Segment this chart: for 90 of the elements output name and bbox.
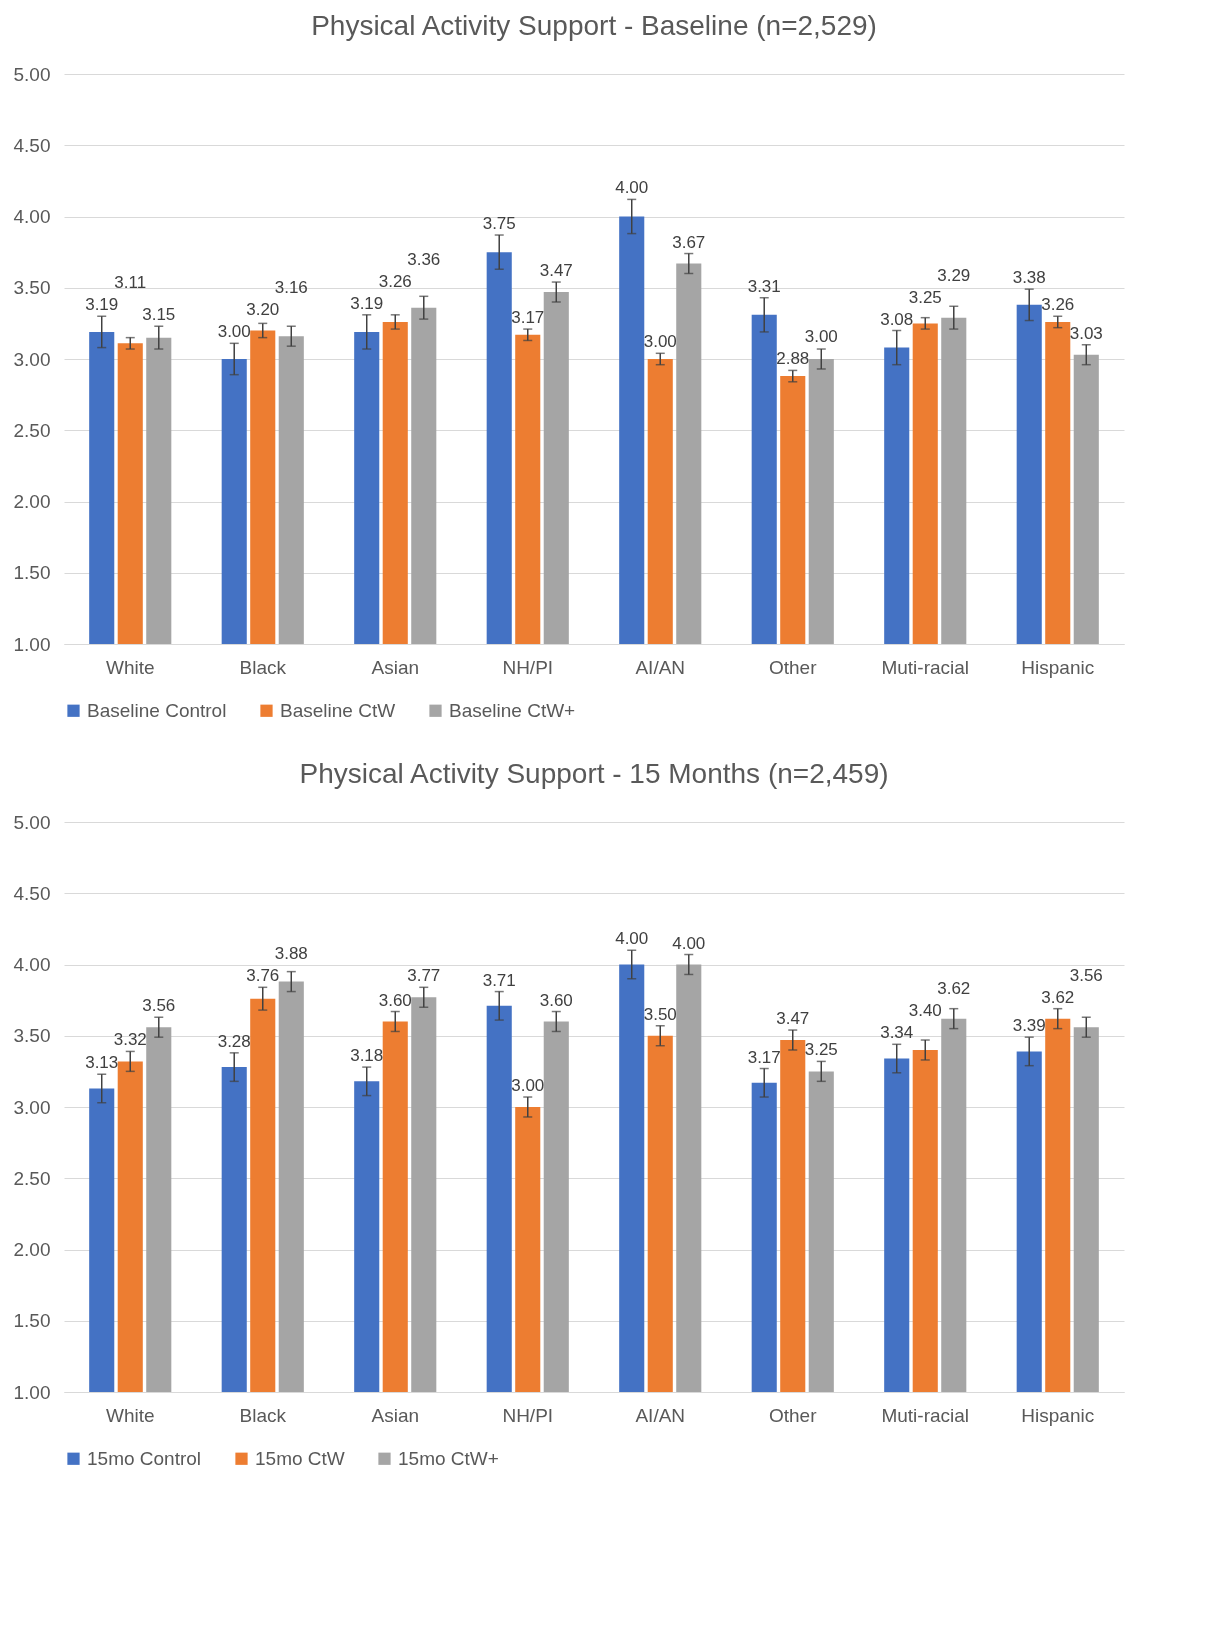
y-tick-label: 1.00 [13, 1381, 51, 1403]
data-label: 3.67 [672, 232, 706, 252]
data-label: 4.00 [672, 933, 706, 953]
data-label: 3.88 [274, 944, 308, 964]
data-label: 4.00 [615, 178, 649, 198]
data-label: 3.00 [804, 327, 838, 347]
data-label: 3.13 [85, 1053, 119, 1073]
data-label: 3.60 [539, 990, 573, 1010]
data-label: 3.62 [937, 979, 971, 999]
x-tick-label: NH/PI [502, 1404, 554, 1426]
data-label: 3.08 [880, 309, 914, 329]
data-label: 3.40 [908, 1001, 942, 1021]
x-tick-label: Asian [371, 656, 420, 678]
x-tick-label: AI/AN [635, 656, 686, 678]
legend-label: Baseline CtW [280, 699, 396, 721]
data-label: 3.71 [482, 970, 516, 990]
data-label: 3.62 [1041, 987, 1075, 1007]
y-tick-label: 2.50 [13, 419, 51, 441]
x-tick-label: Asian [371, 1404, 420, 1426]
data-label: 3.17 [747, 1047, 781, 1067]
data-label: 4.00 [615, 929, 649, 949]
data-label: 3.25 [804, 1040, 838, 1060]
data-label: 3.76 [246, 966, 280, 986]
legend-label: 15mo Control [87, 1447, 202, 1469]
y-tick-label: 1.50 [13, 1310, 51, 1332]
data-label: 3.16 [274, 278, 308, 298]
y-tick-label: 4.50 [13, 134, 51, 156]
data-label: 3.03 [1069, 323, 1103, 343]
y-tick-label: 3.50 [13, 1025, 51, 1047]
data-label: 3.15 [142, 305, 176, 325]
y-tick-label: 2.00 [13, 1239, 51, 1260]
legend-label: 15mo CtW+ [398, 1447, 499, 1469]
data-label: 3.36 [407, 249, 441, 269]
data-label: 3.29 [937, 265, 971, 285]
x-tick-label: Hispanic [1021, 656, 1095, 678]
x-tick-label: Hispanic [1021, 1404, 1095, 1426]
chart-title: Physical Activity Support - Baseline (n=2,529) [311, 10, 877, 41]
x-tick-label: Black [239, 656, 287, 678]
chart-title: Physical Activity Support - 15 Months (n=2,459) [299, 758, 889, 789]
data-label: 3.00 [511, 1076, 545, 1096]
data-label: 3.60 [378, 990, 412, 1010]
y-tick-label: 5.00 [13, 811, 51, 833]
data-label: 3.00 [643, 332, 677, 352]
x-tick-label: Black [239, 1404, 287, 1426]
data-label: 3.19 [85, 295, 119, 315]
y-tick-label: 2.00 [13, 491, 51, 512]
data-label: 3.31 [747, 276, 781, 296]
data-label: 3.77 [407, 966, 441, 986]
data-label: 3.47 [776, 1009, 810, 1029]
data-label: 3.32 [113, 1030, 147, 1050]
legend-label: 15mo CtW [255, 1447, 345, 1469]
data-label: 3.50 [643, 1004, 677, 1024]
data-label: 3.18 [350, 1046, 384, 1066]
y-tick-label: 3.00 [13, 348, 51, 370]
x-tick-label: NH/PI [502, 656, 554, 678]
data-label: 2.88 [776, 349, 810, 369]
data-label: 3.00 [217, 322, 251, 342]
data-label: 3.38 [1012, 268, 1046, 288]
x-tick-label: White [105, 656, 155, 678]
y-tick-label: 3.50 [13, 277, 51, 299]
y-tick-label: 2.50 [13, 1167, 51, 1189]
data-label: 3.26 [1041, 295, 1075, 315]
x-tick-label: Muti-racial [881, 1404, 970, 1426]
y-tick-label: 3.00 [13, 1096, 51, 1118]
x-tick-label: AI/AN [635, 1404, 686, 1426]
data-label: 3.39 [1012, 1016, 1046, 1036]
data-label: 3.34 [880, 1023, 914, 1043]
y-tick-label: 4.50 [13, 882, 51, 904]
data-label: 3.47 [539, 261, 573, 281]
data-label: 3.56 [1069, 965, 1103, 985]
y-tick-label: 1.00 [13, 633, 51, 655]
legend-label: Baseline CtW+ [449, 699, 576, 721]
y-tick-label: 5.00 [13, 63, 51, 85]
data-label: 3.26 [378, 271, 412, 291]
data-label: 3.25 [908, 287, 942, 307]
y-tick-label: 4.00 [13, 206, 51, 227]
x-tick-label: Other [768, 1404, 818, 1426]
data-label: 3.56 [142, 996, 176, 1016]
data-label: 3.75 [482, 214, 516, 234]
legend-label: Baseline Control [87, 699, 227, 721]
y-tick-label: 4.00 [13, 954, 51, 975]
x-tick-label: White [105, 1404, 155, 1426]
x-tick-label: Other [768, 656, 818, 678]
data-label: 3.11 [114, 273, 147, 293]
data-label: 3.28 [217, 1031, 251, 1051]
y-tick-label: 1.50 [13, 562, 51, 584]
data-label: 3.20 [246, 300, 280, 320]
x-tick-label: Muti-racial [881, 656, 970, 678]
data-label: 3.17 [511, 308, 545, 328]
data-label: 3.19 [350, 293, 384, 313]
